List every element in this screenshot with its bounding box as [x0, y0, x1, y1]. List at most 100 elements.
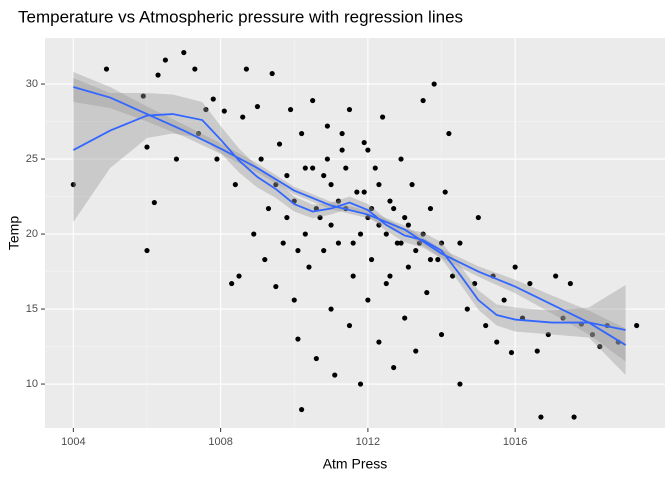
point	[144, 144, 150, 150]
point	[634, 322, 640, 329]
point	[346, 106, 353, 113]
point	[103, 66, 110, 72]
point	[310, 97, 316, 104]
point	[398, 156, 404, 162]
point	[203, 106, 209, 113]
point	[232, 181, 238, 188]
point	[420, 97, 426, 104]
point	[472, 280, 478, 287]
point	[457, 381, 463, 387]
point	[265, 205, 272, 212]
y-tick-label: 30	[26, 78, 38, 90]
point	[368, 256, 375, 263]
point	[350, 240, 356, 246]
point	[365, 147, 371, 153]
point	[391, 364, 397, 371]
point	[299, 130, 305, 137]
point	[508, 349, 515, 356]
point	[335, 198, 342, 204]
point	[402, 214, 408, 221]
point	[376, 339, 382, 345]
point	[413, 348, 419, 354]
point	[446, 130, 452, 137]
point	[449, 273, 456, 279]
point	[357, 231, 364, 237]
point	[394, 240, 400, 246]
point	[328, 306, 334, 312]
point	[409, 181, 415, 188]
point	[376, 222, 382, 228]
point	[438, 240, 445, 246]
point	[243, 66, 249, 72]
point	[302, 165, 308, 171]
point	[501, 297, 507, 303]
point	[276, 141, 283, 147]
point	[195, 130, 202, 137]
point	[262, 256, 268, 263]
point	[258, 156, 264, 162]
point	[251, 231, 257, 237]
point	[589, 331, 596, 338]
point	[475, 214, 481, 221]
point	[151, 199, 157, 206]
point	[313, 355, 319, 362]
point	[387, 273, 393, 279]
point	[269, 70, 275, 77]
y-tick-label: 10	[26, 378, 38, 390]
point	[494, 339, 500, 345]
point	[280, 240, 286, 246]
point	[254, 103, 261, 110]
point	[431, 81, 437, 87]
point	[464, 306, 470, 312]
point	[512, 264, 518, 270]
point	[162, 57, 168, 63]
point	[332, 372, 338, 378]
point	[299, 406, 305, 413]
point	[380, 114, 386, 120]
point	[328, 222, 334, 228]
point	[236, 273, 242, 279]
point	[192, 66, 198, 72]
point	[287, 106, 294, 113]
point	[306, 264, 312, 270]
point	[427, 205, 434, 212]
point	[376, 181, 382, 188]
point	[427, 256, 434, 263]
point	[365, 297, 371, 303]
regression-line	[73, 86, 627, 346]
point	[534, 348, 540, 354]
point	[321, 247, 327, 254]
point	[173, 156, 180, 162]
point	[284, 172, 290, 179]
point	[339, 147, 345, 153]
x-tick-label: 1004	[61, 436, 85, 448]
point	[295, 336, 301, 342]
point	[273, 283, 279, 290]
point	[435, 256, 441, 263]
point	[284, 214, 290, 221]
y-tick-label: 25	[26, 153, 38, 165]
point	[310, 165, 316, 171]
point	[391, 205, 397, 212]
point	[229, 280, 235, 287]
point	[413, 247, 419, 254]
point	[438, 331, 445, 338]
point	[402, 315, 408, 321]
point	[354, 189, 360, 195]
point	[210, 96, 216, 102]
point	[140, 93, 146, 99]
point	[350, 273, 356, 279]
x-tick-label: 1016	[503, 436, 527, 448]
point	[398, 240, 404, 246]
point	[324, 123, 330, 129]
point	[240, 114, 246, 120]
point	[291, 297, 297, 303]
point	[405, 222, 411, 228]
point	[527, 280, 533, 287]
point	[339, 130, 345, 137]
point	[597, 343, 603, 350]
point	[383, 280, 389, 287]
y-tick-label: 20	[26, 228, 38, 240]
point	[560, 315, 566, 321]
